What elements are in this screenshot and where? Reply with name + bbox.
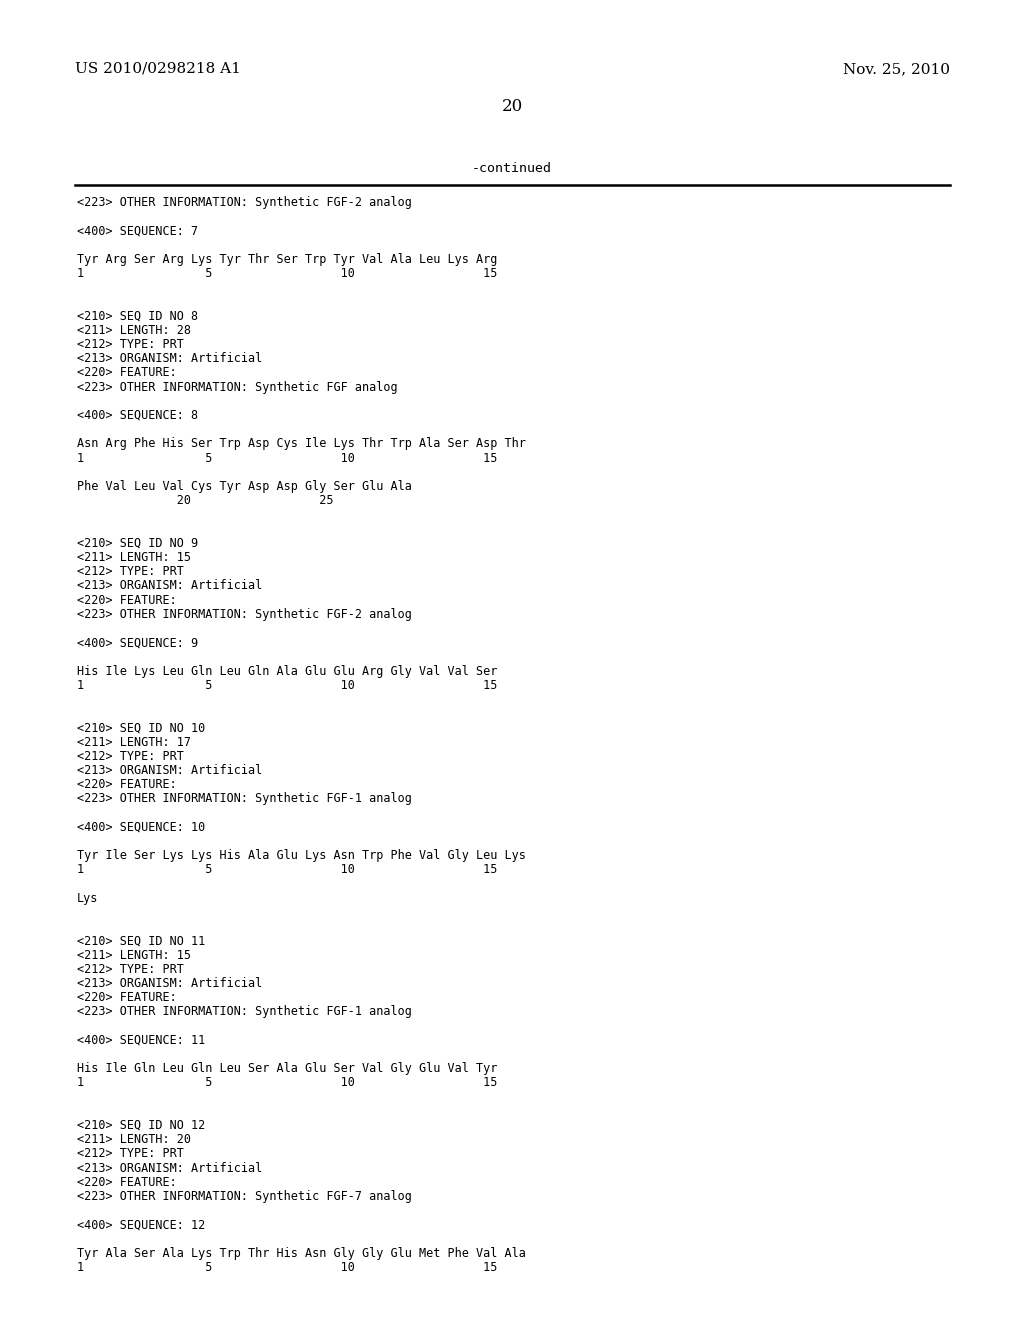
Text: 1                 5                  10                  15: 1 5 10 15 <box>77 678 498 692</box>
Text: <212> TYPE: PRT: <212> TYPE: PRT <box>77 750 184 763</box>
Text: <210> SEQ ID NO 12: <210> SEQ ID NO 12 <box>77 1119 205 1133</box>
Text: <212> TYPE: PRT: <212> TYPE: PRT <box>77 565 184 578</box>
Text: Nov. 25, 2010: Nov. 25, 2010 <box>843 62 950 77</box>
Text: <223> OTHER INFORMATION: Synthetic FGF-7 analog: <223> OTHER INFORMATION: Synthetic FGF-7… <box>77 1191 412 1203</box>
Text: <212> TYPE: PRT: <212> TYPE: PRT <box>77 1147 184 1160</box>
Text: Tyr Arg Ser Arg Lys Tyr Thr Ser Trp Tyr Val Ala Leu Lys Arg: Tyr Arg Ser Arg Lys Tyr Thr Ser Trp Tyr … <box>77 253 498 265</box>
Text: His Ile Lys Leu Gln Leu Gln Ala Glu Glu Arg Gly Val Val Ser: His Ile Lys Leu Gln Leu Gln Ala Glu Glu … <box>77 664 498 677</box>
Text: -continued: -continued <box>472 162 552 176</box>
Text: Asn Arg Phe His Ser Trp Asp Cys Ile Lys Thr Trp Ala Ser Asp Thr: Asn Arg Phe His Ser Trp Asp Cys Ile Lys … <box>77 437 526 450</box>
Text: <223> OTHER INFORMATION: Synthetic FGF-2 analog: <223> OTHER INFORMATION: Synthetic FGF-2… <box>77 195 412 209</box>
Text: <220> FEATURE:: <220> FEATURE: <box>77 991 177 1005</box>
Text: 1                 5                  10                  15: 1 5 10 15 <box>77 267 498 280</box>
Text: <212> TYPE: PRT: <212> TYPE: PRT <box>77 962 184 975</box>
Text: 1                 5                  10                  15: 1 5 10 15 <box>77 1261 498 1274</box>
Text: <400> SEQUENCE: 8: <400> SEQUENCE: 8 <box>77 409 198 422</box>
Text: Tyr Ile Ser Lys Lys His Ala Glu Lys Asn Trp Phe Val Gly Leu Lys: Tyr Ile Ser Lys Lys His Ala Glu Lys Asn … <box>77 849 526 862</box>
Text: <220> FEATURE:: <220> FEATURE: <box>77 594 177 607</box>
Text: <213> ORGANISM: Artificial: <213> ORGANISM: Artificial <box>77 764 262 777</box>
Text: <400> SEQUENCE: 9: <400> SEQUENCE: 9 <box>77 636 198 649</box>
Text: 1                 5                  10                  15: 1 5 10 15 <box>77 451 498 465</box>
Text: <223> OTHER INFORMATION: Synthetic FGF-2 analog: <223> OTHER INFORMATION: Synthetic FGF-2… <box>77 607 412 620</box>
Text: <223> OTHER INFORMATION: Synthetic FGF-1 analog: <223> OTHER INFORMATION: Synthetic FGF-1… <box>77 792 412 805</box>
Text: <211> LENGTH: 17: <211> LENGTH: 17 <box>77 735 191 748</box>
Text: 1                 5                  10                  15: 1 5 10 15 <box>77 1076 498 1089</box>
Text: <210> SEQ ID NO 11: <210> SEQ ID NO 11 <box>77 935 205 948</box>
Text: <210> SEQ ID NO 10: <210> SEQ ID NO 10 <box>77 722 205 734</box>
Text: <210> SEQ ID NO 8: <210> SEQ ID NO 8 <box>77 310 198 322</box>
Text: <211> LENGTH: 15: <211> LENGTH: 15 <box>77 550 191 564</box>
Text: 1                 5                  10                  15: 1 5 10 15 <box>77 863 498 876</box>
Text: <400> SEQUENCE: 7: <400> SEQUENCE: 7 <box>77 224 198 238</box>
Text: 20: 20 <box>502 98 522 115</box>
Text: 20                  25: 20 25 <box>77 494 334 507</box>
Text: <212> TYPE: PRT: <212> TYPE: PRT <box>77 338 184 351</box>
Text: US 2010/0298218 A1: US 2010/0298218 A1 <box>75 62 241 77</box>
Text: His Ile Gln Leu Gln Leu Ser Ala Glu Ser Val Gly Glu Val Tyr: His Ile Gln Leu Gln Leu Ser Ala Glu Ser … <box>77 1063 498 1076</box>
Text: Lys: Lys <box>77 892 98 904</box>
Text: <223> OTHER INFORMATION: Synthetic FGF-1 analog: <223> OTHER INFORMATION: Synthetic FGF-1… <box>77 1006 412 1019</box>
Text: <400> SEQUENCE: 11: <400> SEQUENCE: 11 <box>77 1034 205 1047</box>
Text: <400> SEQUENCE: 10: <400> SEQUENCE: 10 <box>77 821 205 834</box>
Text: <211> LENGTH: 20: <211> LENGTH: 20 <box>77 1133 191 1146</box>
Text: <213> ORGANISM: Artificial: <213> ORGANISM: Artificial <box>77 977 262 990</box>
Text: Phe Val Leu Val Cys Tyr Asp Asp Gly Ser Glu Ala: Phe Val Leu Val Cys Tyr Asp Asp Gly Ser … <box>77 480 412 492</box>
Text: <210> SEQ ID NO 9: <210> SEQ ID NO 9 <box>77 537 198 550</box>
Text: <220> FEATURE:: <220> FEATURE: <box>77 779 177 791</box>
Text: <213> ORGANISM: Artificial: <213> ORGANISM: Artificial <box>77 1162 262 1175</box>
Text: <220> FEATURE:: <220> FEATURE: <box>77 367 177 379</box>
Text: Tyr Ala Ser Ala Lys Trp Thr His Asn Gly Gly Glu Met Phe Val Ala: Tyr Ala Ser Ala Lys Trp Thr His Asn Gly … <box>77 1247 526 1259</box>
Text: <400> SEQUENCE: 12: <400> SEQUENCE: 12 <box>77 1218 205 1232</box>
Text: <211> LENGTH: 28: <211> LENGTH: 28 <box>77 323 191 337</box>
Text: <211> LENGTH: 15: <211> LENGTH: 15 <box>77 949 191 961</box>
Text: <213> ORGANISM: Artificial: <213> ORGANISM: Artificial <box>77 352 262 366</box>
Text: <220> FEATURE:: <220> FEATURE: <box>77 1176 177 1189</box>
Text: <223> OTHER INFORMATION: Synthetic FGF analog: <223> OTHER INFORMATION: Synthetic FGF a… <box>77 380 397 393</box>
Text: <213> ORGANISM: Artificial: <213> ORGANISM: Artificial <box>77 579 262 593</box>
